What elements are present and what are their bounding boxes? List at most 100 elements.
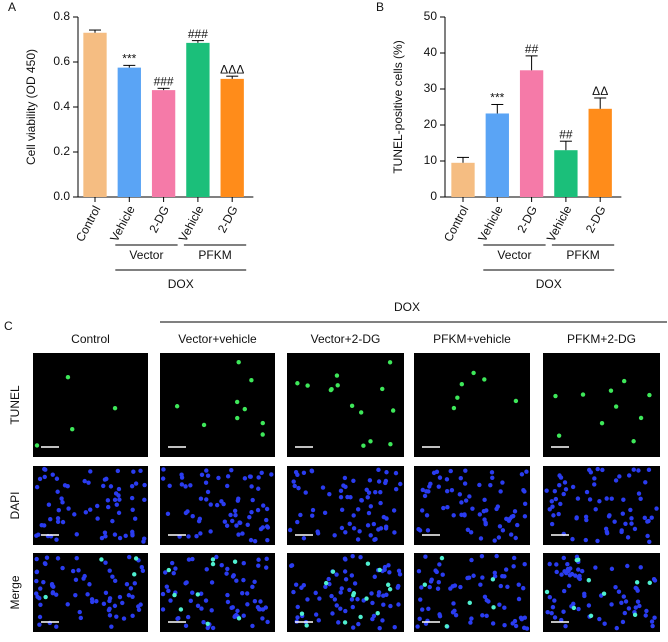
nucleus [604, 496, 609, 501]
nucleus [347, 587, 352, 593]
nucleus [513, 535, 518, 541]
nucleus [37, 614, 43, 620]
tunel-cell [556, 433, 562, 438]
nucleus [55, 556, 61, 561]
nucleus [269, 472, 274, 477]
nucleus [492, 538, 497, 543]
tunel-cell [178, 607, 184, 612]
nucleus [171, 570, 176, 576]
nucleus [544, 488, 549, 493]
nucleus [433, 568, 438, 573]
bar [220, 78, 244, 197]
image-background [160, 353, 275, 457]
nucleus [554, 562, 559, 567]
nucleus [459, 512, 464, 518]
nucleus [547, 507, 552, 512]
nucleus [256, 557, 261, 562]
nucleus [397, 572, 403, 577]
nucleus [561, 588, 567, 594]
nucleus [163, 570, 168, 575]
column-label: Vector+vehicle [178, 332, 257, 346]
nucleus [547, 561, 552, 567]
nucleus [552, 488, 558, 494]
tunel-cell [34, 443, 40, 448]
nucleus [355, 537, 361, 542]
nucleus [621, 497, 626, 502]
nucleus [34, 578, 39, 584]
nucleus [241, 577, 246, 583]
nucleus [289, 563, 294, 569]
nucleus [522, 615, 528, 620]
image-background [287, 353, 404, 457]
nucleus [425, 528, 431, 533]
nucleus [313, 612, 319, 617]
nucleus [368, 504, 374, 509]
tunel-cell [586, 578, 592, 583]
nucleus [392, 530, 397, 535]
image-background [33, 553, 148, 632]
tunel-cell [375, 611, 380, 616]
nucleus [228, 512, 233, 518]
tunel-cell [70, 426, 75, 432]
nucleus [349, 573, 355, 578]
nucleus [108, 484, 114, 489]
nucleus [358, 555, 363, 560]
nucleus [343, 557, 348, 562]
column-label: Vector+2-DG [311, 332, 381, 346]
significance-label: *** [122, 52, 136, 66]
nucleus [559, 572, 564, 577]
nucleus [38, 602, 43, 607]
nucleus [566, 583, 572, 589]
nucleus [511, 555, 517, 561]
nucleus [203, 598, 209, 603]
micrograph [287, 353, 404, 457]
tunel-cell [490, 577, 496, 582]
nucleus [214, 554, 219, 560]
nucleus [236, 496, 241, 501]
significance-label: ΔΔ [592, 84, 608, 98]
nucleus [549, 610, 554, 616]
tunel-cell [544, 589, 550, 595]
nucleus [497, 524, 503, 529]
nucleus [644, 608, 649, 614]
nucleus [305, 597, 310, 602]
nucleus [185, 509, 190, 514]
nucleus [255, 507, 261, 513]
nucleus [50, 583, 55, 588]
nucleus [652, 615, 657, 620]
nucleus [561, 555, 566, 561]
nucleus [509, 514, 515, 519]
nucleus [116, 493, 121, 498]
nucleus [352, 581, 358, 586]
nucleus [252, 579, 257, 584]
nucleus [292, 483, 297, 489]
nucleus [629, 516, 634, 521]
nucleus [136, 607, 142, 612]
nucleus [616, 589, 622, 594]
nucleus [242, 476, 248, 481]
tunel-cell [571, 605, 577, 611]
tunel-cell [133, 556, 139, 561]
nucleus [160, 607, 166, 612]
nucleus [199, 472, 205, 477]
nucleus [646, 518, 651, 524]
nucleus [654, 506, 659, 511]
nucleus [42, 561, 48, 566]
group-label: Vector [129, 248, 163, 262]
nucleus [225, 599, 231, 605]
nucleus [310, 513, 315, 518]
nucleus [339, 507, 345, 513]
nucleus [638, 565, 643, 570]
micrograph [414, 466, 530, 545]
nucleus [168, 598, 173, 603]
nucleus [37, 622, 42, 627]
tunel-cell [330, 569, 336, 574]
nucleus [436, 484, 441, 489]
nucleus [142, 482, 147, 488]
nucleus [576, 567, 581, 572]
nucleus [496, 535, 502, 540]
tunel-cell [513, 398, 519, 404]
nucleus [326, 576, 331, 582]
nucleus [558, 475, 564, 480]
nucleus [638, 496, 643, 501]
